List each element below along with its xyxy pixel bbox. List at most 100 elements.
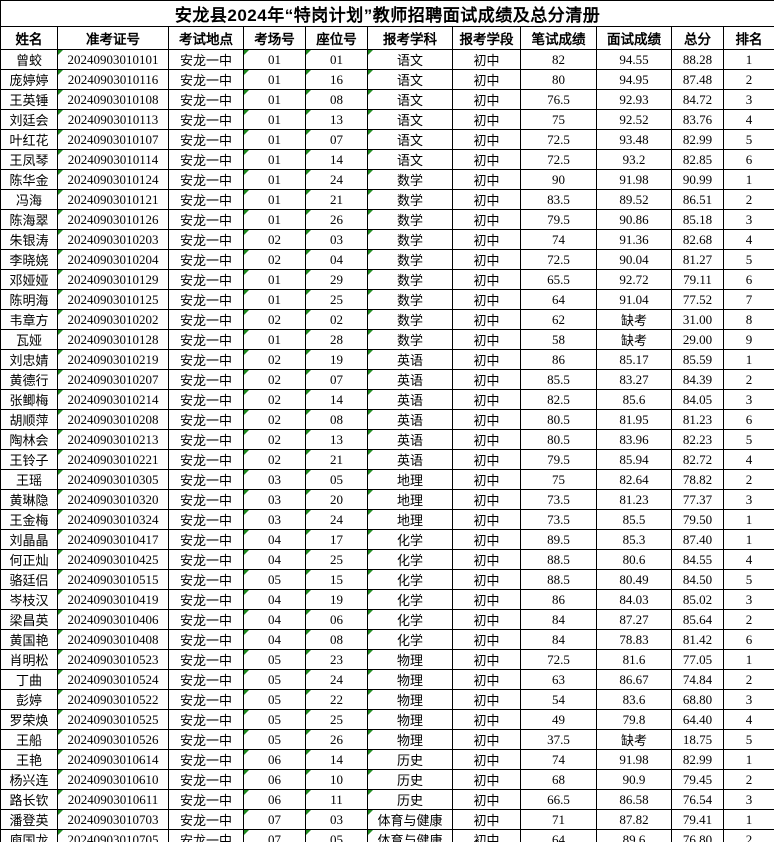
cell-exam-id: 20240903010610: [57, 769, 169, 790]
text-format-indicator-icon: [58, 470, 63, 475]
cell-written-score: 86: [520, 349, 597, 370]
cell-name: 刘廷会: [0, 109, 58, 130]
cell-name: 肖明松: [0, 649, 58, 670]
cell-subject: 物理: [367, 689, 453, 710]
text-format-indicator-icon: [306, 710, 311, 715]
text-format-indicator-icon: [244, 110, 249, 115]
text-format-indicator-icon: [244, 750, 249, 755]
cell-interview-score: 90.9: [596, 769, 672, 790]
cell-written-score: 88.5: [520, 549, 597, 570]
cell-exam-id: 20240903010419: [57, 589, 169, 610]
text-format-indicator-icon: [244, 270, 249, 275]
cell-written-score: 82.5: [520, 389, 597, 410]
cell-total-score: 77.37: [671, 489, 724, 510]
text-format-indicator-icon: [244, 630, 249, 635]
cell-school-level: 初中: [452, 749, 521, 770]
cell-subject: 地理: [367, 489, 453, 510]
cell-written-score: 73.5: [520, 489, 597, 510]
cell-exam-id: 20240903010124: [57, 169, 169, 190]
cell-subject: 体育与健康: [367, 809, 453, 830]
cell-school-level: 初中: [452, 109, 521, 130]
text-format-indicator-icon: [368, 810, 373, 815]
text-format-indicator-icon: [58, 750, 63, 755]
cell-interview-score: 91.98: [596, 749, 672, 770]
table-row: 潘登英 20240903010703 安龙一中 07 03 体育与健康 初中 71 87.82 7…: [0, 809, 774, 830]
cell-rank: 5: [722, 729, 774, 750]
table-row: 杨兴连 20240903010610 安龙一中 06 10 历史 初中 68 90.9 79.45…: [0, 769, 774, 790]
cell-school-level: 初中: [452, 269, 521, 290]
text-format-indicator-icon: [368, 630, 373, 635]
table-row: 刘忠婧 20240903010219 安龙一中 02 19 英语 初中 86 85.17 85.5…: [0, 349, 774, 370]
cell-exam-id: 20240903010417: [57, 529, 169, 550]
cell-interview-score: 92.72: [596, 269, 672, 290]
cell-school-level: 初中: [452, 169, 521, 190]
text-format-indicator-icon: [368, 270, 373, 275]
cell-interview-score: 缺考: [596, 329, 672, 350]
cell-subject: 物理: [367, 669, 453, 690]
cell-written-score: 72.5: [520, 129, 597, 150]
cell-interview-score: 81.23: [596, 489, 672, 510]
cell-seat-no: 24: [305, 169, 368, 190]
cell-rank: 3: [722, 209, 774, 230]
table-row: 黄国艳 20240903010408 安龙一中 04 08 化学 初中 84 78.83 81.4…: [0, 629, 774, 650]
cell-written-score: 68: [520, 769, 597, 790]
text-format-indicator-icon: [368, 410, 373, 415]
text-format-indicator-icon: [244, 150, 249, 155]
cell-exam-location: 安龙一中: [168, 329, 244, 350]
cell-written-score: 74: [520, 749, 597, 770]
cell-written-score: 49: [520, 709, 597, 730]
cell-written-score: 85.5: [520, 369, 597, 390]
cell-exam-location: 安龙一中: [168, 89, 244, 110]
text-format-indicator-icon: [244, 470, 249, 475]
text-format-indicator-icon: [58, 670, 63, 675]
text-format-indicator-icon: [368, 790, 373, 795]
text-format-indicator-icon: [244, 790, 249, 795]
table-row: 王船 20240903010526 安龙一中 05 26 物理 初中 37.5 缺考 18.75 5: [0, 729, 774, 750]
cell-exam-location: 安龙一中: [168, 49, 244, 70]
cell-room-no: 07: [243, 829, 306, 842]
cell-total-score: 85.02: [671, 589, 724, 610]
cell-rank: 2: [722, 669, 774, 690]
cell-written-score: 76.5: [520, 89, 597, 110]
text-format-indicator-icon: [244, 570, 249, 575]
text-format-indicator-icon: [58, 570, 63, 575]
cell-seat-no: 25: [305, 289, 368, 310]
col-header-interview-score: 面试成绩: [596, 26, 672, 50]
cell-exam-location: 安龙一中: [168, 769, 244, 790]
cell-seat-no: 25: [305, 549, 368, 570]
cell-subject: 物理: [367, 709, 453, 730]
text-format-indicator-icon: [244, 350, 249, 355]
cell-exam-id: 20240903010129: [57, 269, 169, 290]
table-row: 陈华金 20240903010124 安龙一中 01 24 数学 初中 90 91.98 90.9…: [0, 169, 774, 190]
cell-interview-score: 93.2: [596, 149, 672, 170]
cell-school-level: 初中: [452, 329, 521, 350]
cell-written-score: 71: [520, 809, 597, 830]
text-format-indicator-icon: [306, 270, 311, 275]
text-format-indicator-icon: [244, 810, 249, 815]
cell-school-level: 初中: [452, 649, 521, 670]
col-header-school-level: 报考学段: [452, 26, 521, 50]
text-format-indicator-icon: [306, 530, 311, 535]
cell-school-level: 初中: [452, 549, 521, 570]
cell-name: 路长钦: [0, 789, 58, 810]
cell-written-score: 79.5: [520, 209, 597, 230]
col-header-exam-id: 准考证号: [57, 26, 169, 50]
cell-subject: 英语: [367, 429, 453, 450]
cell-interview-score: 85.94: [596, 449, 672, 470]
cell-seat-no: 14: [305, 749, 368, 770]
cell-seat-no: 07: [305, 369, 368, 390]
cell-written-score: 73.5: [520, 509, 597, 530]
cell-name: 陈海翠: [0, 209, 58, 230]
cell-exam-id: 20240903010703: [57, 809, 169, 830]
table-row: 梁昌英 20240903010406 安龙一中 04 06 化学 初中 84 87.27 85.6…: [0, 609, 774, 630]
table-row: 路长钦 20240903010611 安龙一中 06 11 历史 初中 66.5 86.58 76…: [0, 789, 774, 810]
cell-seat-no: 26: [305, 209, 368, 230]
text-format-indicator-icon: [306, 550, 311, 555]
cell-total-score: 76.80: [671, 829, 724, 842]
text-format-indicator-icon: [244, 590, 249, 595]
cell-name: 冯海: [0, 189, 58, 210]
text-format-indicator-icon: [306, 190, 311, 195]
col-header-name: 姓名: [0, 26, 58, 50]
table-body: 曾蛟 20240903010101 安龙一中 01 01 语文 初中 82 94.55 88.28…: [0, 49, 774, 842]
cell-room-no: 02: [243, 249, 306, 270]
